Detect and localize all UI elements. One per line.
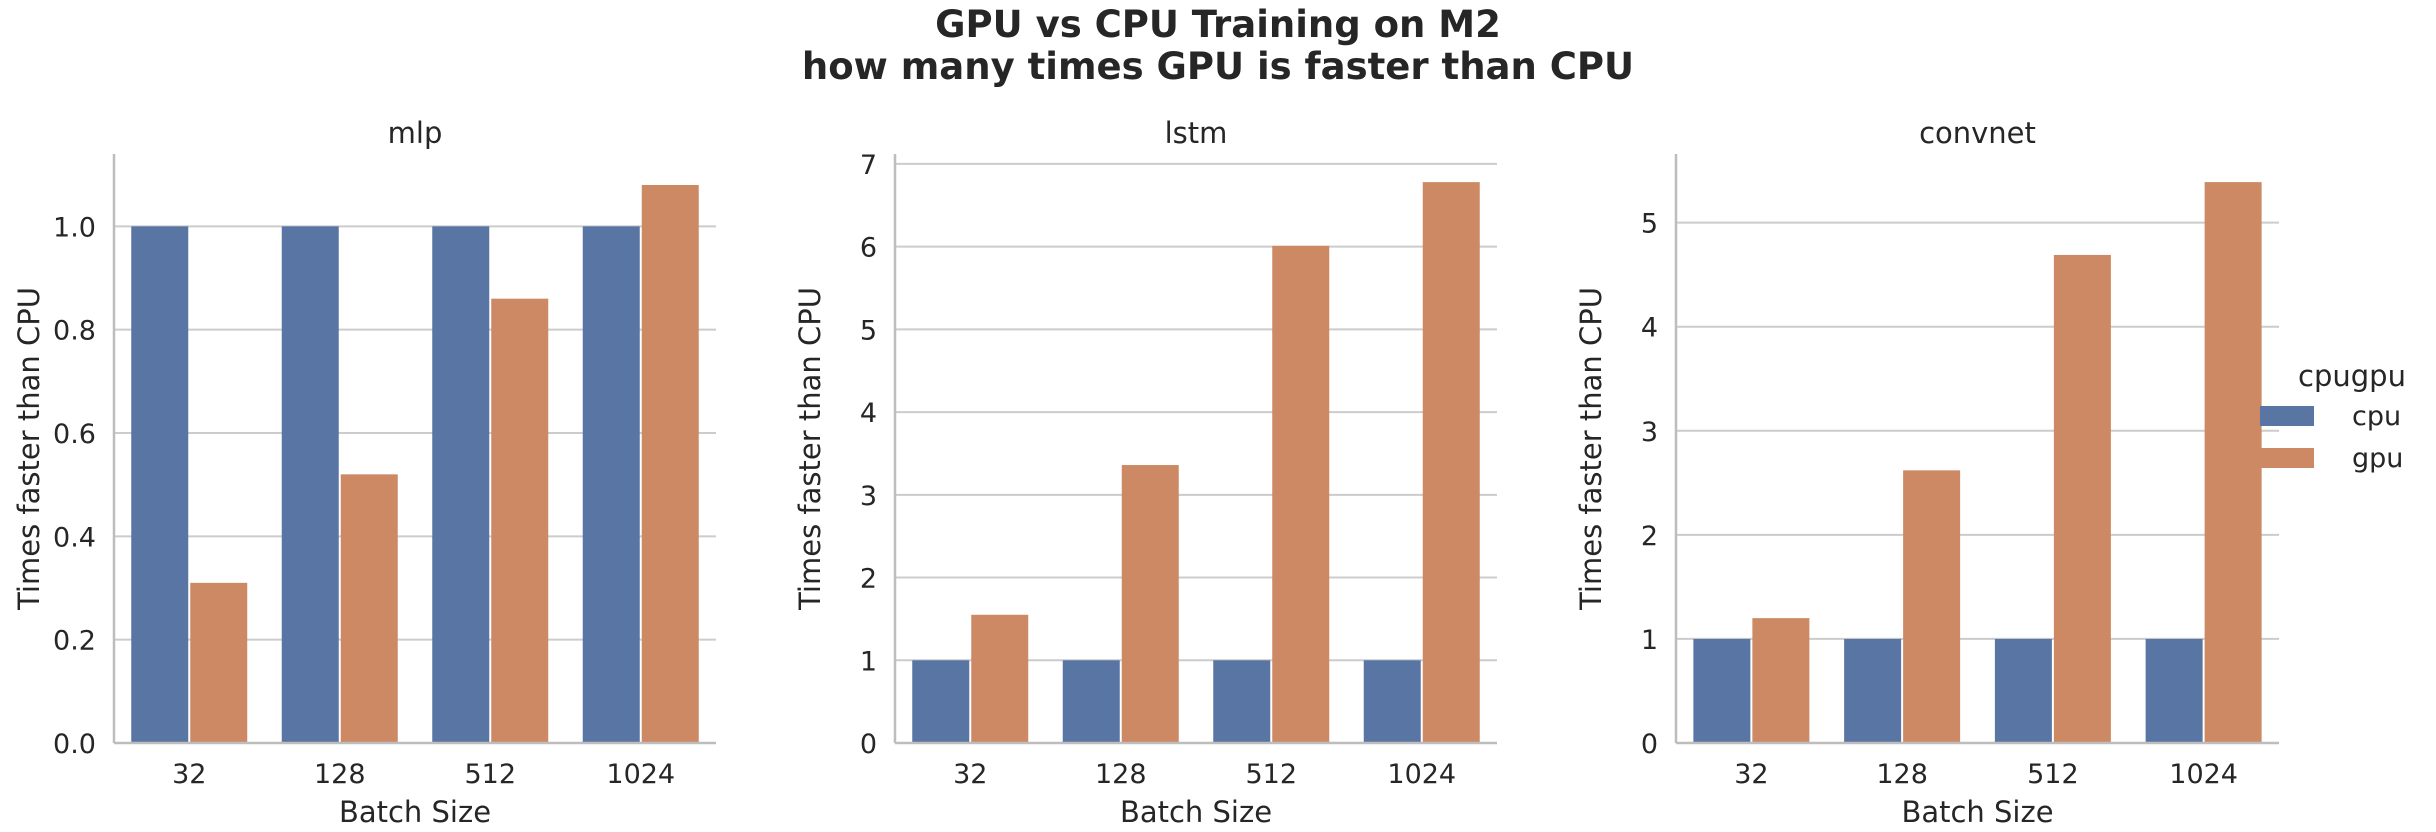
- bar-gpu-32: [971, 614, 1029, 743]
- y-tick-label: 6: [860, 233, 877, 264]
- y-tick-label: 0.2: [53, 626, 96, 657]
- y-tick-label: 0: [1641, 729, 1658, 760]
- legend-title: cpugpu: [2298, 359, 2406, 393]
- y-tick-label: 1: [1641, 625, 1658, 656]
- x-axis-label: Batch Size: [1901, 795, 2053, 829]
- bar-gpu-128: [1903, 470, 1961, 743]
- bar-cpu-512: [1213, 660, 1271, 743]
- bar-cpu-128: [1844, 638, 1902, 743]
- y-axis-label: Times faster than CPU: [793, 287, 827, 611]
- bar-cpu-1024: [582, 226, 640, 744]
- x-tick-label: 1024: [1387, 759, 1456, 790]
- x-axis-label: Batch Size: [339, 795, 491, 829]
- x-tick-label: 32: [172, 759, 206, 790]
- bar-gpu-512: [491, 298, 549, 743]
- y-tick-label: 5: [1641, 209, 1658, 240]
- y-tick-label: 3: [1641, 417, 1658, 448]
- x-tick-label: 128: [314, 759, 366, 790]
- y-tick-label: 1: [860, 646, 877, 677]
- bar-gpu-32: [1752, 618, 1810, 743]
- bar-gpu-1024: [641, 185, 699, 743]
- chart-subtitle: how many times GPU is faster than CPU: [801, 45, 1635, 88]
- bar-cpu-1024: [1363, 660, 1421, 743]
- y-tick-label: 2: [1641, 521, 1658, 552]
- y-tick-label: 0: [860, 729, 877, 760]
- bar-gpu-128: [1121, 465, 1179, 743]
- x-tick-label: 128: [1876, 759, 1928, 790]
- bar-gpu-1024: [1422, 182, 1480, 743]
- y-tick-label: 5: [860, 315, 877, 346]
- x-tick-label: 1024: [606, 759, 675, 790]
- y-tick-label: 0.0: [53, 729, 96, 760]
- x-tick-label: 32: [1734, 759, 1768, 790]
- x-tick-label: 128: [1095, 759, 1147, 790]
- bar-cpu-1024: [2145, 638, 2203, 743]
- y-tick-label: 4: [860, 398, 877, 429]
- y-tick-label: 7: [860, 150, 877, 181]
- x-axis-label: Batch Size: [1120, 795, 1272, 829]
- bar-cpu-512: [1994, 638, 2052, 743]
- x-tick-label: 1024: [2169, 759, 2238, 790]
- bar-cpu-32: [1693, 638, 1751, 743]
- panel-title: lstm: [1165, 116, 1228, 150]
- bar-cpu-32: [912, 660, 970, 743]
- bar-gpu-512: [2053, 254, 2111, 743]
- legend-label-gpu: gpu: [2352, 443, 2403, 474]
- y-tick-label: 4: [1641, 313, 1658, 344]
- y-tick-label: 2: [860, 564, 877, 595]
- y-axis-label: Times faster than CPU: [1574, 287, 1608, 611]
- bar-cpu-128: [1062, 660, 1120, 743]
- bar-cpu-128: [281, 226, 339, 744]
- x-tick-label: 512: [1245, 759, 1297, 790]
- panel-title: convnet: [1919, 116, 2036, 150]
- legend-label-cpu: cpu: [2352, 401, 2401, 432]
- bar-gpu-128: [340, 474, 398, 743]
- x-tick-label: 512: [464, 759, 516, 790]
- y-tick-label: 3: [860, 481, 877, 512]
- bar-cpu-512: [432, 226, 490, 744]
- y-tick-label: 0.4: [53, 522, 96, 553]
- legend-swatch-gpu: [2260, 448, 2314, 468]
- x-tick-label: 512: [2027, 759, 2079, 790]
- bar-gpu-512: [1272, 245, 1330, 743]
- y-tick-label: 0.8: [53, 316, 96, 347]
- x-tick-label: 32: [953, 759, 987, 790]
- legend-swatch-cpu: [2260, 406, 2314, 426]
- panel-title: mlp: [388, 116, 443, 150]
- y-tick-label: 1.0: [53, 212, 96, 243]
- chart-title: GPU vs CPU Training on M2: [935, 3, 1501, 46]
- bar-gpu-32: [190, 582, 248, 743]
- y-tick-label: 0.6: [53, 419, 96, 450]
- bar-gpu-1024: [2204, 182, 2262, 743]
- bar-cpu-32: [131, 226, 189, 744]
- y-axis-label: Times faster than CPU: [12, 287, 46, 611]
